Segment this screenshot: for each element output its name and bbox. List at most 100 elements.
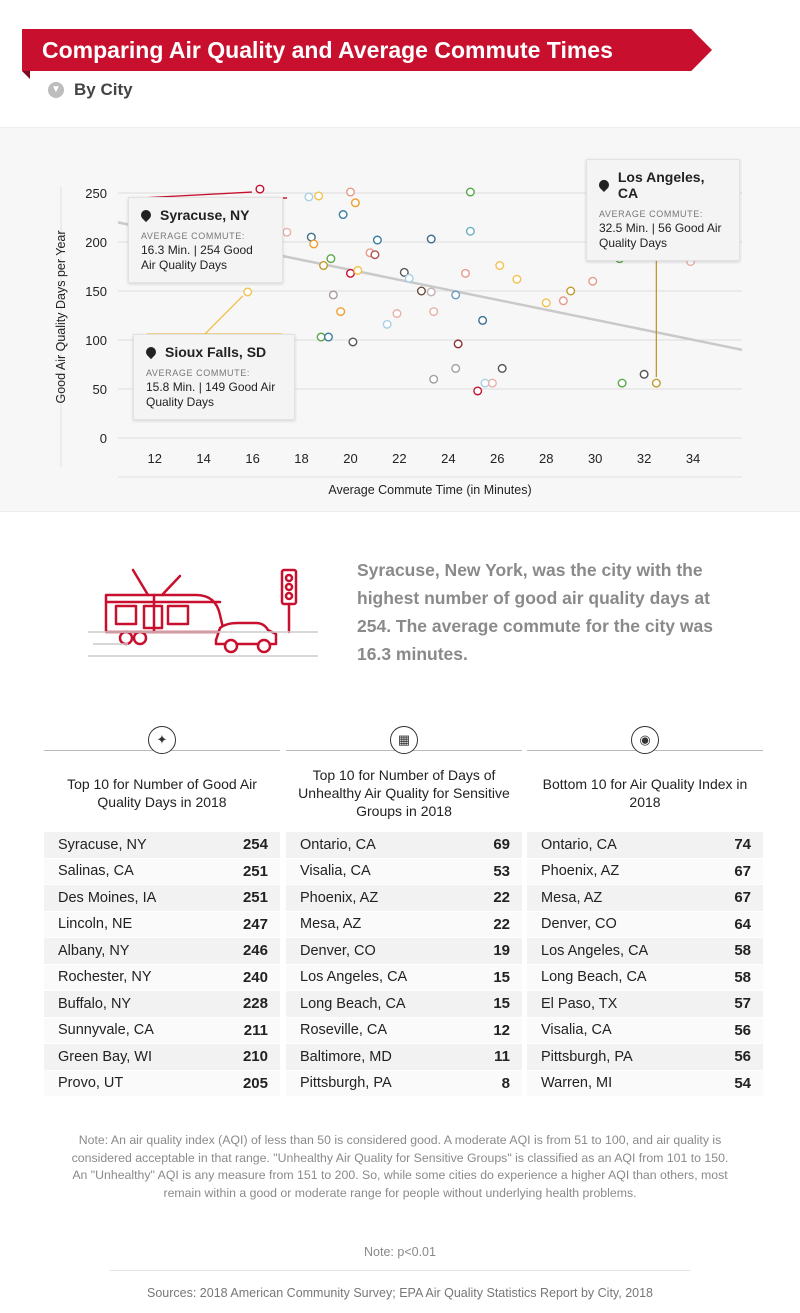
data-point — [345, 268, 355, 278]
key-fact-text: Syracuse, New York, was the city with th… — [357, 560, 713, 664]
map-pin-icon — [143, 344, 159, 360]
table-row: Rochester, NY 240 — [44, 964, 280, 991]
row-value: 58 — [734, 968, 751, 986]
table-column-1: ✦ Top 10 for Number of Good Air Quality … — [44, 726, 280, 1097]
leaf-icon: ✦ — [148, 726, 176, 754]
data-point — [473, 386, 483, 396]
data-point — [465, 226, 475, 236]
table-row: Ontario, CA 74 — [527, 832, 763, 859]
factory-icon: ▦ — [390, 726, 418, 754]
row-city: Provo, UT — [58, 1075, 124, 1092]
y-tick-label: 100 — [85, 333, 107, 348]
data-point — [429, 374, 439, 384]
x-tick-label: 24 — [441, 451, 455, 466]
callout-label: AVERAGE COMMUTE: — [146, 368, 250, 378]
table-title: Top 10 for Number of Days of Unhealthy A… — [298, 767, 510, 819]
row-value: 205 — [242, 1074, 268, 1092]
callout-label: AVERAGE COMMUTE: — [141, 231, 245, 241]
row-city: Rochester, NY — [58, 969, 152, 986]
table-row: Ontario, CA 69 — [286, 832, 522, 859]
callout-city: Syracuse, NY — [138, 207, 270, 223]
row-value: 12 — [493, 1021, 510, 1039]
data-point — [558, 296, 568, 306]
table-title: Top 10 for Number of Good Air Quality Da… — [67, 776, 257, 810]
row-value: 74 — [734, 836, 751, 854]
table-row: Baltimore, MD 11 — [286, 1044, 522, 1071]
x-axis-label: Average Commute Time (in Minutes) — [328, 483, 531, 497]
data-point — [372, 235, 382, 245]
x-tick-label: 32 — [637, 451, 651, 466]
callout-syracuse: Syracuse, NY AVERAGE COMMUTE: 16.3 Min. … — [128, 197, 283, 283]
data-point — [460, 268, 470, 278]
table-row: Green Bay, WI 210 — [44, 1044, 280, 1071]
table-body: Syracuse, NY 254 Salinas, CA 251 Des Moines,… — [44, 832, 280, 1097]
data-point — [495, 261, 505, 271]
table-row: Visalia, CA 53 — [286, 858, 522, 885]
row-value: 22 — [493, 915, 510, 933]
row-city: Lincoln, NE — [58, 916, 133, 933]
row-city: Denver, CO — [541, 916, 617, 933]
data-point — [566, 286, 576, 296]
data-point — [370, 250, 380, 260]
chevron-down-icon: ▼ — [48, 82, 64, 98]
row-city: Green Bay, WI — [58, 1048, 153, 1065]
data-point — [338, 210, 348, 220]
row-value: 56 — [734, 1048, 751, 1066]
data-point — [497, 363, 507, 373]
y-axis-label: Good Air Quality Days per Year — [54, 230, 68, 403]
data-point — [255, 184, 265, 194]
callout-value: 16.3 Min. | 254 Good Air Quality Days — [141, 243, 253, 272]
row-value: 64 — [734, 915, 751, 933]
data-point — [617, 378, 627, 388]
table-row: Lincoln, NE 247 — [44, 911, 280, 938]
table-column-3: ◉ Bottom 10 for Air Quality Index in 201… — [527, 726, 763, 1097]
y-tick-label: 50 — [93, 382, 107, 397]
data-point — [328, 290, 338, 300]
x-tick-label: 16 — [245, 451, 259, 466]
location-pin-icon: ◉ — [631, 726, 659, 754]
row-city: El Paso, TX — [541, 995, 618, 1012]
data-point — [639, 369, 649, 379]
row-city: Los Angeles, CA — [541, 942, 649, 959]
x-tick-label: 26 — [490, 451, 504, 466]
table-body: Ontario, CA 69 Visalia, CA 53 Phoenix, AZ 22 M… — [286, 832, 522, 1097]
row-city: Buffalo, NY — [58, 995, 132, 1012]
row-city: Warren, MI — [541, 1075, 613, 1092]
data-point — [426, 287, 436, 297]
connector-los-angeles — [600, 249, 696, 378]
banner-fold — [22, 71, 30, 79]
data-point — [314, 191, 324, 201]
table-row: Phoenix, AZ 67 — [527, 858, 763, 885]
y-tick-label: 200 — [85, 235, 107, 250]
row-value: 22 — [493, 889, 510, 907]
data-point — [350, 198, 360, 208]
data-point — [282, 227, 292, 237]
table-row: Des Moines, IA 251 — [44, 885, 280, 912]
table-row: Buffalo, NY 228 — [44, 991, 280, 1018]
table-body: Ontario, CA 74 Phoenix, AZ 67 Mesa, AZ 67 Denv… — [527, 832, 763, 1097]
data-point — [399, 267, 409, 277]
callout-label: AVERAGE COMMUTE: — [599, 209, 703, 219]
divider — [110, 1270, 690, 1271]
callout-value: 32.5 Min. | 56 Good Air Quality Days — [599, 221, 722, 250]
row-value: 211 — [243, 1021, 268, 1039]
table-row: Sunnyvale, CA 211 — [44, 1017, 280, 1044]
table-row: Phoenix, AZ 22 — [286, 885, 522, 912]
row-value: 246 — [242, 942, 268, 960]
row-value: 254 — [242, 836, 268, 854]
row-city: Albany, NY — [58, 942, 130, 959]
data-point — [326, 254, 336, 264]
table-column-2: ▦ Top 10 for Number of Days of Unhealthy… — [286, 726, 522, 1097]
table-row: Denver, CO 64 — [527, 911, 763, 938]
row-city: Salinas, CA — [58, 863, 134, 880]
x-tick-label: 22 — [392, 451, 406, 466]
row-value: 19 — [493, 942, 510, 960]
x-tick-label: 18 — [294, 451, 308, 466]
table-row: Warren, MI 54 — [527, 1070, 763, 1097]
row-value: 15 — [493, 968, 510, 986]
data-point — [541, 298, 551, 308]
table-row: Los Angeles, CA 15 — [286, 964, 522, 991]
y-tick-label: 150 — [85, 284, 107, 299]
row-value: 69 — [493, 836, 510, 854]
data-point — [404, 273, 414, 283]
